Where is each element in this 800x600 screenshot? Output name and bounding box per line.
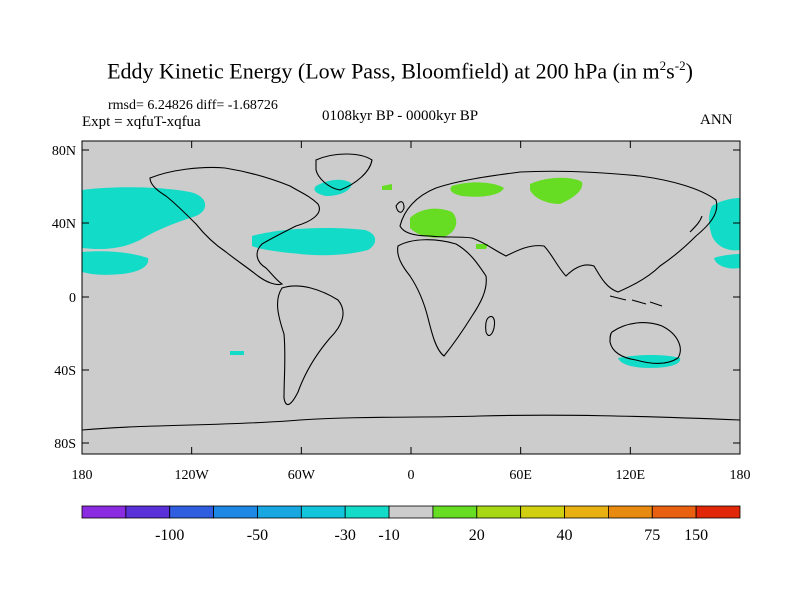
coast-indonesia (609, 295, 663, 307)
lat-tick-label: 40N (52, 217, 76, 232)
lat-tick-label: 0 (69, 291, 76, 306)
longitude-axis: 180 120W 60W 0 60E 120E 180 (72, 141, 751, 483)
coast-greenland (315, 153, 373, 191)
colorbar-label: 40 (557, 527, 573, 544)
coast-south-america (276, 285, 344, 406)
lon-tick-label: 60E (509, 468, 532, 483)
lon-tick-label: 0 (408, 468, 415, 483)
colorbar-swatch (695, 505, 741, 519)
colorbar-swatch (300, 505, 346, 519)
region-west-pacific (709, 198, 740, 251)
colorbar-swatch (564, 505, 609, 519)
lon-tick-label: 180 (730, 468, 751, 483)
stats-text: rmsd= 6.24826 diff= -1.68726 (108, 98, 278, 113)
plot-title: Eddy Kinetic Energy (Low Pass, Bloomfiel… (107, 58, 693, 84)
colorbar-label: 75 (644, 527, 660, 544)
region-near-east (476, 244, 488, 249)
coast-japan (689, 215, 703, 233)
colorbar-swatch (388, 505, 434, 519)
coastlines (82, 153, 740, 431)
region-south-atlantic-small (230, 351, 244, 355)
colorbar-label: -30 (335, 527, 356, 544)
colorbar-swatch (344, 505, 390, 519)
colorbar (81, 505, 741, 519)
colorbar-label: -100 (155, 527, 184, 544)
region-north-atlantic (252, 228, 376, 256)
lat-tick-label: 80S (54, 437, 76, 452)
lon-tick-label: 60W (288, 468, 316, 483)
colorbar-swatch (520, 505, 565, 519)
coast-madagascar (485, 315, 496, 337)
colorbar-swatch (125, 505, 171, 519)
region-central-asia (530, 177, 583, 204)
colorbar-swatch (81, 505, 127, 519)
region-west-pacific-lower (714, 254, 740, 269)
colorbar-swatch (476, 505, 522, 519)
latitude-axis: 80N 40N 0 40S 80S (52, 144, 740, 452)
colorbar-label: -50 (247, 527, 268, 544)
period-label: 0108kyr BP - 0000kyr BP (322, 108, 479, 124)
colorbar-label: 150 (684, 527, 708, 544)
coast-europe-asia (399, 170, 718, 293)
experiment-label: Expt = xqfuT-xqfua (82, 114, 201, 130)
colorbar-swatch (432, 505, 478, 519)
region-europe (410, 208, 457, 238)
coast-africa (397, 239, 487, 357)
colorbar-swatch (213, 505, 258, 519)
colorbar-swatch (608, 505, 653, 519)
lon-tick-label: 120W (175, 468, 210, 483)
map-background (82, 141, 740, 454)
season-label: ANN (700, 112, 733, 128)
colorbar-swatch (169, 505, 215, 519)
coast-australia (609, 322, 681, 365)
colorbar-label: -10 (378, 527, 399, 544)
lon-tick-label: 120E (616, 468, 646, 483)
region-australia (618, 355, 681, 368)
lat-tick-label: 40S (54, 364, 76, 379)
colorbar-swatch (257, 505, 302, 519)
colorbar-label: 20 (469, 527, 485, 544)
coast-north-america (149, 166, 320, 286)
colorbar-swatch (651, 505, 697, 519)
lat-tick-label: 80N (52, 144, 76, 159)
colorbar-labels: -100 -50 -30 -10 20 40 75 150 (155, 527, 708, 544)
coast-british-isles (395, 201, 405, 213)
region-scandinavia (450, 182, 504, 197)
coast-antarctica (82, 414, 740, 431)
region-iceland (382, 184, 392, 190)
lon-tick-label: 180 (72, 468, 93, 483)
region-north-pacific-lower (82, 251, 149, 275)
